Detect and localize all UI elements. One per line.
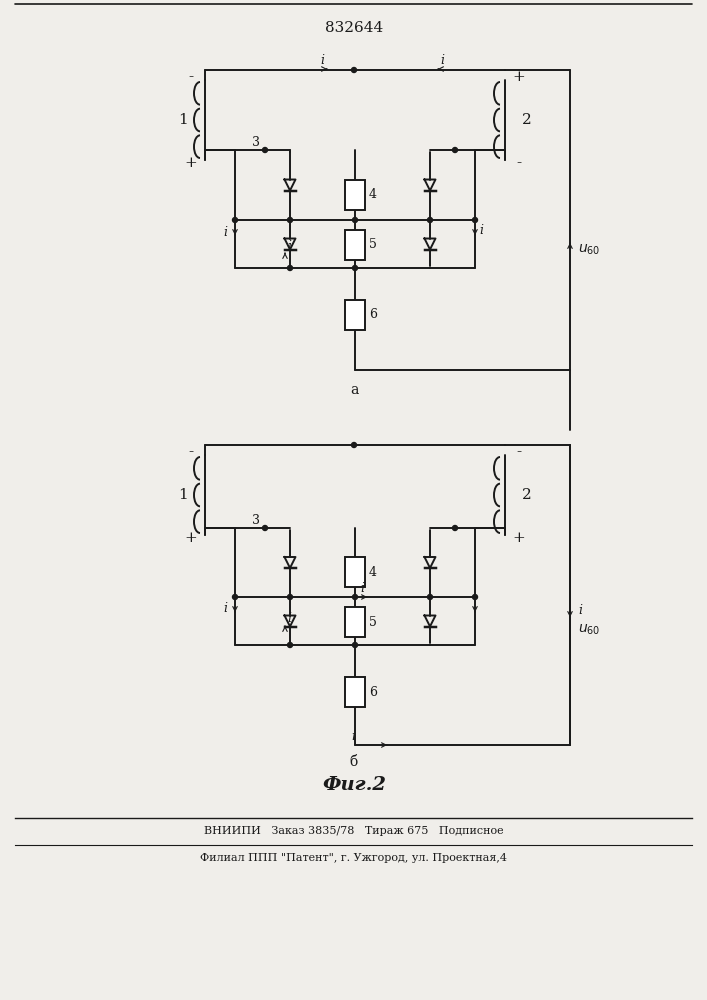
Text: 4: 4 xyxy=(369,188,377,202)
Bar xyxy=(345,557,365,587)
Circle shape xyxy=(288,218,293,223)
Circle shape xyxy=(233,218,238,223)
Bar xyxy=(345,607,365,637)
Text: i: i xyxy=(320,54,324,68)
Text: 2: 2 xyxy=(522,113,532,127)
Text: i: i xyxy=(351,730,355,742)
Circle shape xyxy=(353,594,358,599)
Circle shape xyxy=(262,526,267,530)
Text: 4: 4 xyxy=(369,566,377,578)
Circle shape xyxy=(351,442,356,448)
Text: i: i xyxy=(578,603,582,616)
Circle shape xyxy=(428,594,433,599)
Bar xyxy=(345,230,365,260)
Bar xyxy=(345,677,365,707)
Text: $u_{60}$: $u_{60}$ xyxy=(578,623,600,637)
Circle shape xyxy=(452,147,457,152)
Text: 5: 5 xyxy=(369,615,377,629)
Text: ВНИИПИ   Заказ 3835/78   Тираж 675   Подписное: ВНИИПИ Заказ 3835/78 Тираж 675 Подписное xyxy=(204,826,504,836)
Text: Филиал ППП "Патент", г. Ужгород, ул. Проектная,4: Филиал ППП "Патент", г. Ужгород, ул. Про… xyxy=(201,853,508,863)
Circle shape xyxy=(288,265,293,270)
Text: +: + xyxy=(513,70,525,84)
Text: 1: 1 xyxy=(178,113,188,127)
Text: i: i xyxy=(440,54,444,68)
Text: i: i xyxy=(479,224,483,236)
Circle shape xyxy=(452,526,457,530)
Circle shape xyxy=(353,643,358,648)
Text: $u_{60}$: $u_{60}$ xyxy=(578,243,600,257)
Text: Фиг.2: Фиг.2 xyxy=(322,776,386,794)
Bar xyxy=(345,180,365,210)
Text: i: i xyxy=(223,226,227,238)
Circle shape xyxy=(288,594,293,599)
Text: a: a xyxy=(350,383,358,397)
Text: 3: 3 xyxy=(252,514,260,526)
Circle shape xyxy=(353,265,358,270)
Text: i: i xyxy=(287,239,291,252)
Circle shape xyxy=(288,643,293,648)
Text: 6: 6 xyxy=(369,308,377,322)
Text: 3: 3 xyxy=(252,135,260,148)
Text: i: i xyxy=(360,582,364,594)
Text: -: - xyxy=(516,445,522,459)
Text: 5: 5 xyxy=(369,238,377,251)
Circle shape xyxy=(472,594,477,599)
Circle shape xyxy=(428,218,433,223)
Text: -: - xyxy=(189,445,194,459)
Circle shape xyxy=(233,594,238,599)
Circle shape xyxy=(262,147,267,152)
Circle shape xyxy=(472,218,477,223)
Text: -: - xyxy=(516,156,522,170)
Text: 2: 2 xyxy=(522,488,532,502)
Text: +: + xyxy=(185,531,197,545)
Text: б: б xyxy=(350,755,358,769)
Text: -: - xyxy=(189,70,194,84)
Text: +: + xyxy=(185,156,197,170)
Circle shape xyxy=(353,218,358,223)
Circle shape xyxy=(351,68,356,73)
Text: 832644: 832644 xyxy=(325,21,383,35)
Text: 1: 1 xyxy=(178,488,188,502)
Text: 6: 6 xyxy=(369,686,377,698)
Text: i: i xyxy=(287,612,291,626)
Text: +: + xyxy=(513,531,525,545)
Text: i: i xyxy=(223,602,227,615)
Bar xyxy=(345,300,365,330)
